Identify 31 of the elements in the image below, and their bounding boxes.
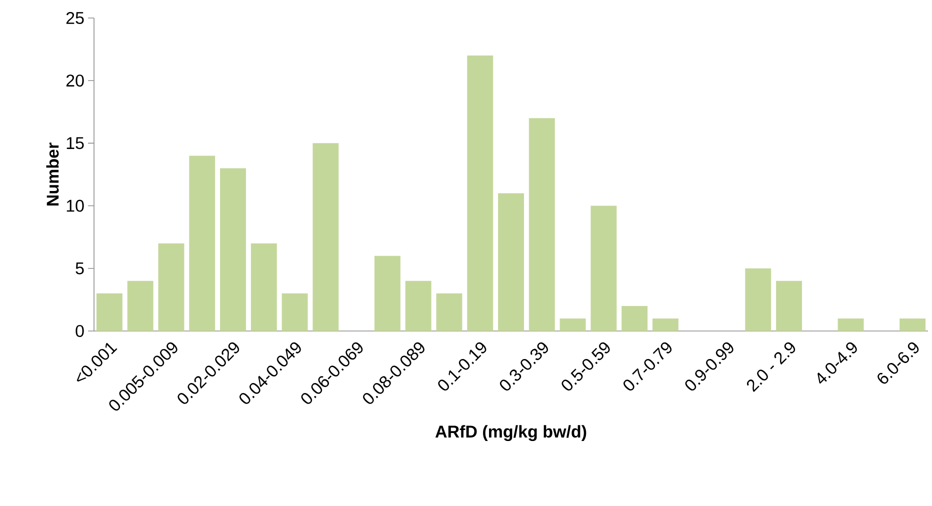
bar (127, 280, 154, 331)
bar (220, 168, 246, 331)
bar (776, 280, 802, 331)
bar (652, 318, 678, 331)
bar (900, 318, 926, 331)
y-tick-label: 20 (66, 74, 84, 87)
bar (374, 256, 400, 331)
y-tick-label: 10 (66, 200, 84, 212)
bar (96, 293, 122, 331)
bar (838, 318, 864, 331)
x-axis-title: ARfD (mg/kg bw/d) (435, 425, 586, 442)
bar (189, 156, 216, 331)
bar (622, 306, 648, 331)
bar (250, 243, 277, 331)
x-tick-label: 2.0 - 2.9 (746, 342, 796, 392)
bar (528, 118, 555, 331)
y-tick-label: 25 (66, 12, 84, 24)
bar (467, 56, 494, 331)
bar (590, 206, 617, 331)
bar (436, 293, 462, 331)
bar (282, 293, 308, 331)
bar (405, 280, 432, 331)
y-tick-label: 5 (76, 262, 84, 274)
y-tick-label: 0 (76, 324, 84, 338)
y-tick-label: 15 (66, 137, 84, 150)
bar (745, 268, 772, 331)
bar (312, 143, 339, 331)
bar (560, 318, 586, 331)
bar (498, 193, 524, 331)
y-axis-title: Number (46, 142, 59, 206)
bar (158, 243, 184, 331)
